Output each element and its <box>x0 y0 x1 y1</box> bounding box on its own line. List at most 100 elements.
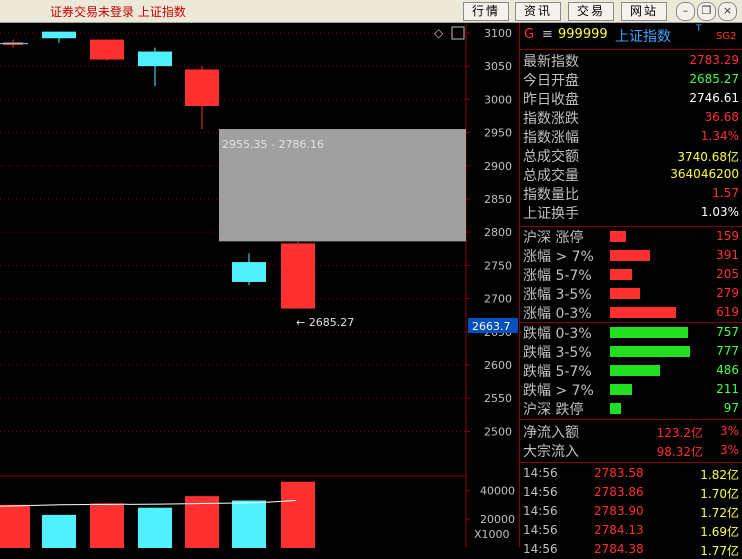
volume-bars: 40000 20000 <box>0 481 515 548</box>
stat-row: 总成交额 3740.68亿 <box>520 146 742 165</box>
menu-icon[interactable]: ≡ <box>542 27 553 42</box>
down-dist-row: 沪深 跌停 97 <box>520 399 742 418</box>
dist-bar <box>610 269 632 280</box>
stat-row: 指数量比 1.57 <box>520 184 742 203</box>
group-indicator[interactable]: G <box>524 27 535 42</box>
dist-count: 619 <box>716 305 739 319</box>
candle-body <box>232 262 266 282</box>
y-tick-label: 2900 <box>484 160 512 173</box>
stat-row: 上证换手 1.03% <box>520 203 742 222</box>
candles <box>0 31 315 309</box>
window-title: 证券交易未登录 上证指数 <box>50 5 186 19</box>
flow-label: 净流入额 <box>523 425 579 441</box>
dist-label: 跌幅 5-7% <box>523 364 592 380</box>
stat-row: 总成交量 364046200 <box>520 165 742 184</box>
dist-bar <box>610 403 621 414</box>
panel-tag[interactable]: SG2 <box>716 31 737 42</box>
up-dist-row: 涨幅 5-7% 205 <box>520 265 742 284</box>
title-bar: 证券交易未登录 上证指数 行情 资讯 交易 网站 – ❐ × <box>0 0 742 23</box>
tick-row[interactable]: 14:56 2784.38 1.77亿 <box>520 540 742 559</box>
dist-label: 跌幅 > 7% <box>523 383 594 399</box>
tick-row[interactable]: 14:56 2784.13 1.69亿 <box>520 521 742 540</box>
tick-time: 14:56 <box>523 523 558 537</box>
close-icon[interactable]: × <box>718 2 737 21</box>
stat-value: 2685.27 <box>689 72 739 86</box>
stat-value: 1.03% <box>700 205 739 219</box>
stat-value: 3740.68亿 <box>677 150 739 164</box>
tick-volume: 1.70亿 <box>700 487 739 501</box>
dist-count: 159 <box>716 229 739 243</box>
dist-count: 205 <box>716 267 739 281</box>
stock-name: 上证指数 <box>615 29 671 45</box>
low-price-label: ← 2685.27 <box>296 316 354 329</box>
dist-bar <box>610 231 626 242</box>
up-dist-row: 涨幅 0-3% 619 <box>520 303 742 322</box>
dist-label: 涨幅 3-5% <box>523 287 592 303</box>
kline-chart[interactable]: 3100305030002950290028502800275027002650… <box>0 23 519 548</box>
y-tick-label: 2850 <box>484 193 512 206</box>
y-tick-label: 2800 <box>484 226 512 239</box>
trade-button[interactable]: 交易 <box>568 2 614 21</box>
divider <box>520 462 742 463</box>
tick-row[interactable]: 14:56 2783.86 1.70亿 <box>520 483 742 502</box>
stat-label: 总成交量 <box>523 168 579 184</box>
stat-row: 指数涨跌 36.68 <box>520 108 742 127</box>
dist-label: 涨幅 > 7% <box>523 249 594 265</box>
stat-value: 2783.29 <box>689 53 739 67</box>
down-dist-row: 跌幅 > 7% 211 <box>520 380 742 399</box>
volume-tick-label: 20000 <box>480 513 515 526</box>
volume-unit-label: X1000 <box>474 528 510 541</box>
tick-row[interactable]: 14:56 2783.90 1.72亿 <box>520 502 742 521</box>
flow-row: 净流入额 123.2亿 3% <box>520 422 742 441</box>
up-dist-row: 沪深 涨停 159 <box>520 227 742 246</box>
stock-code: 999999 <box>558 27 608 42</box>
flow-row: 大宗流入 98.32亿 3% <box>520 441 742 460</box>
stat-label: 指数涨幅 <box>523 130 579 146</box>
volume-bar <box>138 507 172 548</box>
up-dist-row: 涨幅 > 7% 391 <box>520 246 742 265</box>
chart-box-icon[interactable] <box>451 26 465 40</box>
dist-count: 211 <box>716 382 739 396</box>
tick-time: 14:56 <box>523 485 558 499</box>
stat-label: 今日开盘 <box>523 73 579 89</box>
candle-body <box>42 31 76 39</box>
chart-grid <box>0 23 467 548</box>
y-tick-label: 2750 <box>484 259 512 272</box>
volume-bar <box>281 481 315 548</box>
volume-bar <box>0 504 30 548</box>
tick-row[interactable]: 14:56 2783.58 1.82亿 <box>520 464 742 483</box>
tick-volume: 1.72亿 <box>700 506 739 520</box>
name-superscript: T <box>696 24 702 34</box>
current-price-tag <box>468 318 518 333</box>
quotes-button[interactable]: 行情 <box>463 2 509 21</box>
tick-time: 14:56 <box>523 466 558 480</box>
flow-amount: 98.32亿 <box>656 445 703 459</box>
volume-bar <box>185 496 219 548</box>
candle-body <box>90 39 124 60</box>
restore-icon[interactable]: ❐ <box>697 2 716 21</box>
volume-bar <box>42 514 76 548</box>
gap-range-label: 2955.35 - 2786.16 <box>222 138 324 151</box>
dist-count: 391 <box>716 248 739 262</box>
dist-label: 沪深 涨停 <box>523 230 584 246</box>
y-tick-label: 3050 <box>484 60 512 73</box>
up-dist-row: 涨幅 3-5% 279 <box>520 284 742 303</box>
dist-bar <box>610 250 650 261</box>
tick-volume: 1.77亿 <box>700 544 739 558</box>
y-tick-label: 2700 <box>484 293 512 306</box>
stat-label: 总成交额 <box>523 149 579 165</box>
diamond-icon[interactable]: ◇ <box>434 26 444 40</box>
tick-price: 2784.13 <box>594 523 644 537</box>
news-button[interactable]: 资讯 <box>515 2 561 21</box>
minimize-icon[interactable]: – <box>676 2 695 21</box>
tick-volume: 1.82亿 <box>700 468 739 482</box>
y-tick-label: 2500 <box>484 425 512 438</box>
tick-time: 14:56 <box>523 504 558 518</box>
website-button[interactable]: 网站 <box>621 2 667 21</box>
volume-ma-line <box>0 499 297 507</box>
tick-price: 2783.86 <box>594 485 644 499</box>
divider <box>520 226 742 227</box>
tick-volume: 1.69亿 <box>700 525 739 539</box>
dist-count: 777 <box>716 344 739 358</box>
current-price-value: 2663.7 <box>472 320 511 333</box>
